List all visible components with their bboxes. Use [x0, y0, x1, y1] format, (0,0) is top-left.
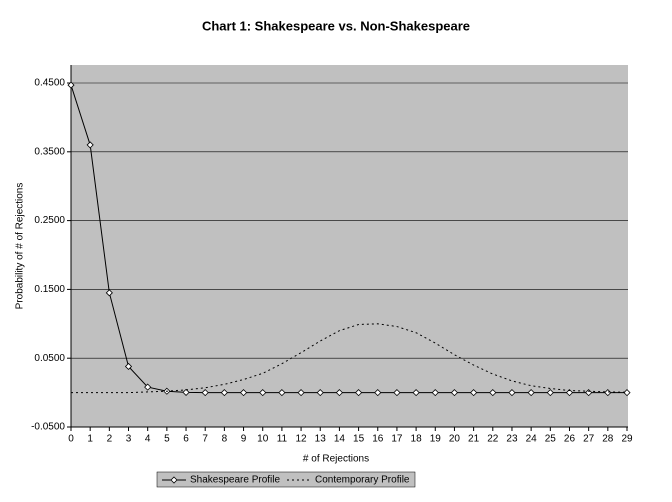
legend-label: Contemporary Profile [315, 475, 410, 486]
marker [297, 389, 305, 397]
legend [156, 471, 416, 488]
x-tick-label: 19 [430, 434, 442, 445]
marker [182, 388, 190, 396]
plot-area [71, 65, 628, 427]
y-tick-label: 0.3500 [34, 146, 65, 157]
x-tick-label: 16 [372, 434, 384, 445]
marker [450, 389, 459, 397]
marker [489, 389, 497, 397]
x-tick-label: 4 [145, 434, 151, 445]
x-tick-label: 14 [334, 434, 346, 445]
marker [546, 389, 554, 397]
x-tick-label: 24 [526, 434, 538, 445]
x-tick-label: 9 [241, 434, 247, 445]
legend-label: Shakespeare Profile [190, 475, 280, 486]
x-tick-label: 22 [487, 434, 499, 445]
marker [259, 389, 267, 397]
marker [565, 389, 574, 397]
marker [144, 383, 152, 391]
series-line [71, 323, 628, 394]
x-tick-label: 13 [315, 434, 327, 445]
x-tick-label: 25 [545, 434, 557, 445]
x-tick-label: 10 [257, 434, 269, 445]
x-tick-label: 7 [202, 434, 208, 445]
x-tick-label: 28 [602, 434, 614, 445]
marker [374, 389, 382, 397]
x-tick-label: 6 [183, 434, 189, 445]
x-tick-label: 12 [296, 434, 308, 445]
marker [355, 389, 363, 397]
x-tick-label: 5 [164, 434, 170, 445]
x-tick-label: 1 [87, 434, 93, 445]
marker [278, 389, 286, 397]
y-tick-label: 0.2500 [34, 215, 65, 226]
marker [124, 362, 133, 371]
marker [623, 389, 631, 397]
marker [585, 389, 593, 397]
x-tick-label: 11 [277, 434, 288, 445]
marker [105, 289, 113, 297]
x-tick-label: 18 [411, 434, 423, 445]
marker [470, 389, 478, 397]
marker [220, 389, 228, 397]
x-tick-label: 8 [222, 434, 228, 445]
x-tick-label: 26 [564, 434, 576, 445]
x-tick-label: 0 [68, 434, 74, 445]
marker [86, 141, 94, 149]
y-axis-label: Probability of # of Rejections [15, 183, 26, 310]
x-tick-label: 27 [583, 434, 595, 445]
marker [431, 389, 439, 397]
x-tick-label: 15 [353, 434, 365, 445]
x-tick-label: 21 [468, 434, 480, 445]
x-tick-label: 17 [391, 434, 403, 445]
x-tick-label: 23 [506, 434, 518, 445]
marker [316, 389, 324, 397]
marker [239, 389, 248, 397]
x-tick-label: 3 [126, 434, 132, 445]
x-tick-label: 29 [621, 434, 633, 445]
marker [508, 389, 516, 397]
marker [67, 81, 75, 89]
y-tick-label: -0.0500 [31, 422, 65, 433]
marker [412, 389, 420, 397]
x-tick-label: 2 [107, 434, 113, 445]
x-tick-label: 20 [449, 434, 461, 445]
x-axis-label: # of Rejections [303, 454, 369, 465]
marker [393, 389, 401, 397]
y-tick-label: 0.4500 [34, 78, 65, 89]
marker [527, 389, 535, 397]
chart-title: Chart 1: Shakespeare vs. Non-Shakespeare [202, 18, 470, 33]
y-tick-label: 0.1500 [34, 284, 65, 295]
legend-marker [170, 476, 178, 484]
marker [335, 389, 343, 397]
y-tick-label: 0.0500 [34, 353, 65, 364]
marker [201, 389, 209, 397]
